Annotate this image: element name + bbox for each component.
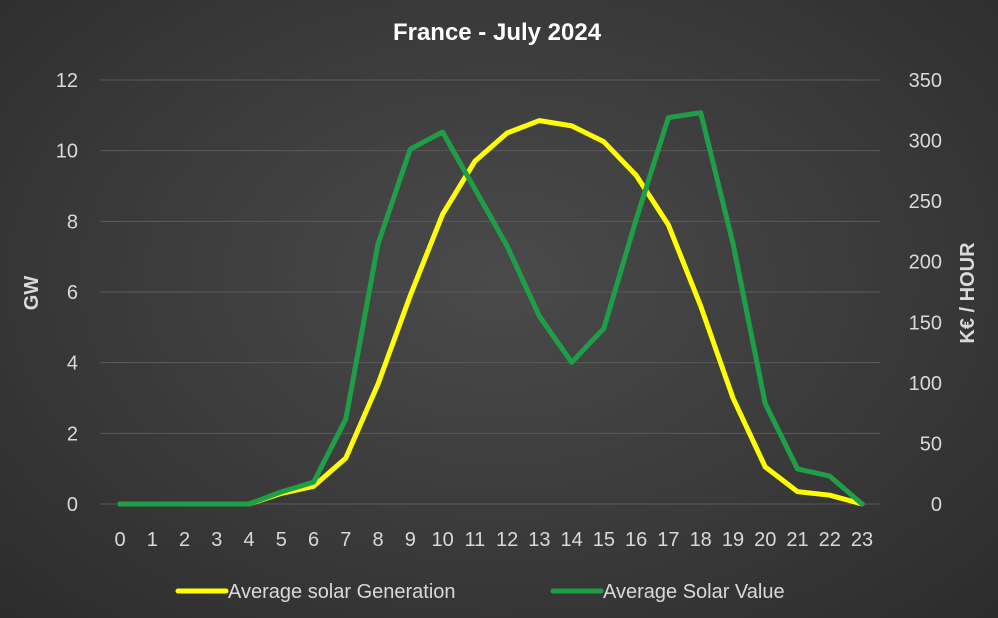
series-line-average-solar-generation: [117, 118, 865, 507]
series-lines: [117, 110, 865, 507]
left-axis-title: GW: [21, 276, 43, 311]
x-tick-label: 4: [243, 529, 254, 551]
series-line-average-solar-value: [117, 110, 865, 507]
x-tick-label: 18: [690, 529, 712, 551]
left-tick-label: 2: [67, 423, 78, 445]
x-tick-label: 13: [528, 529, 550, 551]
right-tick-label: 0: [931, 494, 942, 516]
right-axis-title: K€ / HOUR: [957, 242, 979, 344]
right-tick-label: 100: [909, 373, 942, 395]
legend-label: Average solar Generation: [228, 581, 456, 603]
legend-label: Average Solar Value: [603, 581, 785, 603]
x-tick-label: 15: [593, 529, 615, 551]
x-tick-label: 0: [114, 529, 125, 551]
x-tick-label: 9: [405, 529, 416, 551]
x-tick-label: 19: [722, 529, 744, 551]
right-tick-label: 50: [920, 433, 942, 455]
legend-item-average-solar-generation: Average solar Generation: [175, 581, 456, 603]
x-tick-label: 21: [786, 529, 808, 551]
x-tick-label: 2: [179, 529, 190, 551]
x-tick-label: 6: [308, 529, 319, 551]
x-tick-label: 10: [431, 529, 453, 551]
x-tick-label: 12: [496, 529, 518, 551]
x-tick-label: 17: [657, 529, 679, 551]
x-tick-label: 16: [625, 529, 647, 551]
legend: Average solar Generation Average Solar Va…: [175, 581, 785, 603]
legend-item-average-solar-value: Average Solar Value: [550, 581, 785, 603]
x-tick-label: 23: [851, 529, 873, 551]
x-tick-label: 7: [340, 529, 351, 551]
left-tick-label: 6: [67, 282, 78, 304]
x-tick-label: 1: [147, 529, 158, 551]
x-tick-label: 3: [211, 529, 222, 551]
x-tick-label: 14: [561, 529, 583, 551]
left-tick-label: 10: [56, 141, 78, 163]
x-tick-label: 5: [276, 529, 287, 551]
x-tick-label: 20: [754, 529, 776, 551]
x-axis: 0 1 2 3 4 5 6 7 8 9 10 11 12 13 14 15 16 17 18 19 20 21 22 23: [114, 529, 873, 551]
right-tick-label: 300: [909, 131, 942, 153]
x-tick-label: 8: [373, 529, 384, 551]
left-tick-label: 4: [67, 353, 78, 375]
right-y-axis: 0 50 100 150 200 250 300 350: [909, 70, 942, 516]
x-tick-label: 11: [464, 529, 485, 551]
left-tick-label: 0: [67, 494, 78, 516]
right-tick-label: 250: [909, 191, 942, 213]
left-tick-label: 8: [67, 211, 78, 233]
x-tick-label: 22: [819, 529, 841, 551]
right-tick-label: 150: [909, 312, 942, 334]
gridlines: [100, 79, 880, 505]
left-tick-label: 12: [56, 70, 78, 92]
right-tick-label: 200: [909, 252, 942, 274]
chart-title: France - July 2024: [393, 19, 602, 46]
right-tick-label: 350: [909, 70, 942, 92]
left-y-axis: 0 2 4 6 8 10 12: [56, 70, 78, 516]
